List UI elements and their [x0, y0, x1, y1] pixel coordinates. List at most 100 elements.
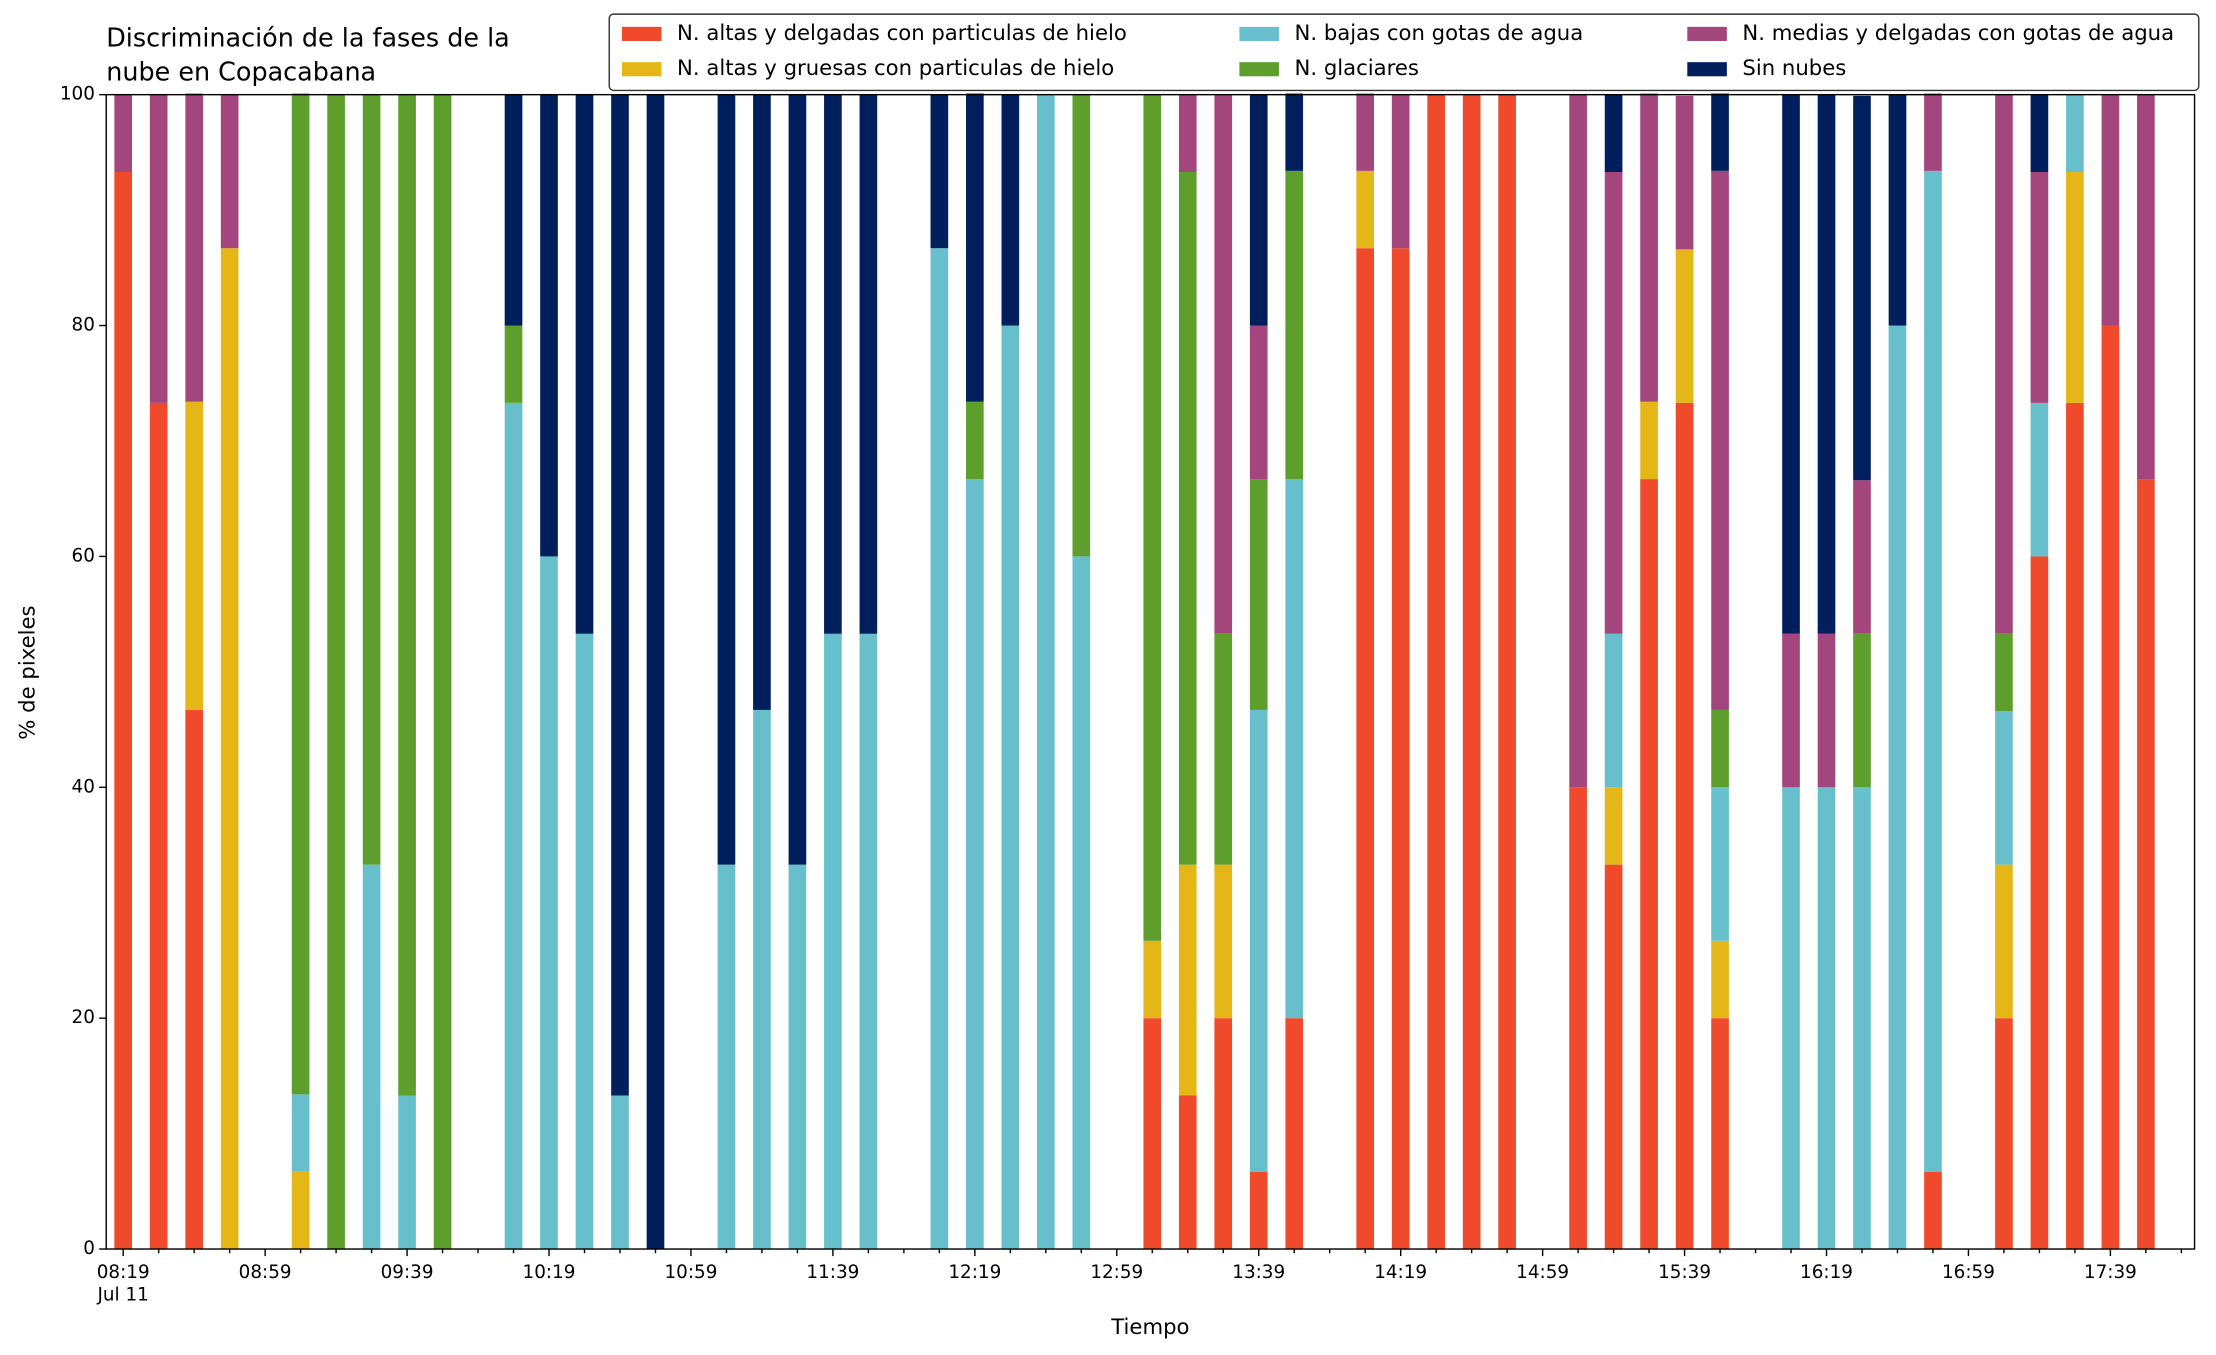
- x-tick-label: 10:59: [664, 1262, 717, 1283]
- bar-segment: [2137, 479, 2155, 1250]
- bar-segment: [291, 1171, 310, 1250]
- bar-segment: [1391, 94, 1410, 249]
- x-tick-label: 08:19: [97, 1262, 150, 1283]
- bar-segment: [2066, 402, 2084, 1250]
- bar-segment: [1569, 94, 1587, 788]
- bar-segment: [1888, 94, 1907, 326]
- bar-segment: [1178, 864, 1197, 1096]
- bar-segment: [966, 401, 984, 480]
- bar-segment: [398, 1095, 416, 1250]
- bar-segment: [185, 401, 203, 710]
- legend-label: N. medias y delgadas con gotas de agua: [1742, 20, 2174, 45]
- bar-segment: [2101, 325, 2120, 1250]
- bar-segment: [540, 556, 558, 1250]
- bar-segment: [1924, 93, 1942, 171]
- bar-segment: [1675, 95, 1694, 250]
- bar-segment: [1249, 94, 1268, 326]
- bar-segment: [291, 93, 310, 1095]
- bar-segment: [1640, 401, 1658, 480]
- bar-segment: [2030, 556, 2049, 1250]
- bar-segment: [1569, 787, 1587, 1250]
- bar-segment: [859, 94, 878, 634]
- x-tick-label: 14:19: [1374, 1262, 1427, 1283]
- bar-segment: [1675, 402, 1694, 1250]
- bar-segment: [753, 709, 771, 1250]
- bar-segment: [1249, 709, 1268, 1172]
- bar-segment: [2066, 94, 2084, 173]
- legend-swatch: [1687, 26, 1727, 41]
- bar-segment: [1143, 1018, 1162, 1250]
- y-tick-label: 20: [72, 1007, 95, 1028]
- bar-segment: [930, 94, 949, 249]
- bar-segment: [185, 709, 203, 1250]
- bar-segment: [114, 94, 133, 173]
- legend-swatch: [1687, 62, 1727, 77]
- bar-segment: [504, 402, 523, 1250]
- bar-segment: [291, 1094, 310, 1172]
- legend-box: [608, 13, 2200, 92]
- bar-segment: [1285, 93, 1304, 171]
- bar-segment: [504, 94, 523, 326]
- bar-segment: [1853, 480, 1871, 634]
- bar-segment: [2101, 94, 2120, 326]
- x-tick-label: 10:19: [523, 1262, 576, 1283]
- bar-segment: [1072, 94, 1091, 557]
- bar-segment: [1249, 479, 1268, 710]
- bar-segment: [753, 94, 771, 710]
- bar-segment: [220, 94, 239, 249]
- x-tick-label: 12:59: [1090, 1262, 1143, 1283]
- bar-segment: [1178, 172, 1197, 865]
- y-tick-label: 80: [72, 315, 95, 336]
- bar-segment: [327, 94, 345, 1250]
- x-tick-label: 16:59: [1942, 1262, 1995, 1283]
- bar-segment: [1178, 1095, 1197, 1250]
- bar-segment: [717, 94, 736, 865]
- legend-label: N. bajas con gotas de agua: [1295, 20, 1584, 45]
- bar-segment: [1995, 633, 2013, 712]
- x-tick-label: 17:39: [2084, 1262, 2137, 1283]
- bar-segment: [1178, 94, 1197, 173]
- bar-segment: [1604, 172, 1623, 634]
- bar-segment: [1604, 787, 1623, 865]
- bar-segment: [966, 479, 984, 1250]
- bar-segment: [362, 864, 381, 1250]
- y-tick-label: 0: [83, 1238, 95, 1259]
- bar-segment: [1782, 787, 1800, 1250]
- bar-segment: [1995, 94, 2013, 634]
- legend-label: N. altas y gruesas con particulas de hie…: [677, 55, 1114, 80]
- bar-segment: [575, 633, 594, 1250]
- bar-segment: [2066, 172, 2084, 403]
- x-tick-label: 08:59: [239, 1262, 292, 1283]
- legend-swatch: [621, 26, 662, 41]
- bar-segment: [930, 248, 949, 1250]
- bar-segment: [1817, 633, 1836, 788]
- bar-segment: [1782, 94, 1800, 634]
- bar-segment: [1001, 94, 1020, 326]
- bar-segment: [433, 94, 452, 1250]
- bar-segment: [1817, 787, 1836, 1250]
- chart-title: nube en Copacabana: [106, 56, 376, 86]
- bar-segment: [1640, 93, 1658, 402]
- bar-segment: [1711, 709, 1729, 788]
- legend-label: N. glaciares: [1295, 55, 1419, 80]
- bar-segment: [1711, 940, 1729, 1019]
- bar-segment: [1853, 95, 1871, 481]
- bar-segment: [149, 94, 168, 403]
- bar-segment: [611, 1095, 629, 1250]
- bar-segment: [1782, 633, 1800, 788]
- legend-swatch: [1239, 62, 1279, 77]
- x-tick-label: 13:39: [1232, 1262, 1285, 1283]
- bar-segment: [149, 402, 168, 1250]
- bar-segment: [1853, 633, 1871, 788]
- x-tick-label: 15:39: [1658, 1262, 1711, 1283]
- bar-segment: [1356, 93, 1375, 171]
- bar-segment: [788, 864, 807, 1250]
- bar-segment: [1001, 325, 1020, 1250]
- bar-segment: [1995, 864, 2013, 1019]
- bar-segment: [1143, 94, 1162, 941]
- y-tick-label: 40: [72, 776, 95, 797]
- bar-segment: [398, 94, 416, 1096]
- bar-segment: [1711, 170, 1729, 710]
